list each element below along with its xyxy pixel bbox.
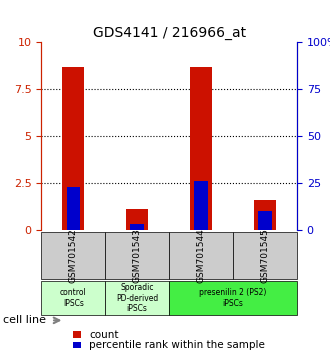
Bar xyxy=(73,331,81,338)
Bar xyxy=(73,342,81,348)
Bar xyxy=(254,200,276,230)
FancyBboxPatch shape xyxy=(41,281,105,315)
FancyBboxPatch shape xyxy=(41,232,105,279)
Bar xyxy=(62,67,84,230)
Bar xyxy=(67,187,80,230)
FancyBboxPatch shape xyxy=(169,232,233,279)
Bar xyxy=(126,209,148,230)
Text: GSM701544: GSM701544 xyxy=(197,228,206,283)
Text: count: count xyxy=(89,330,118,339)
FancyBboxPatch shape xyxy=(105,281,169,315)
Text: GSM701545: GSM701545 xyxy=(260,228,270,283)
FancyBboxPatch shape xyxy=(169,281,297,315)
Text: percentile rank within the sample: percentile rank within the sample xyxy=(89,340,265,350)
Text: GSM701542: GSM701542 xyxy=(69,228,78,283)
Bar xyxy=(130,224,144,230)
FancyBboxPatch shape xyxy=(105,232,169,279)
Text: presenilin 2 (PS2)
iPSCs: presenilin 2 (PS2) iPSCs xyxy=(199,288,267,308)
Text: control
IPSCs: control IPSCs xyxy=(60,288,86,308)
FancyBboxPatch shape xyxy=(233,232,297,279)
Text: GSM701543: GSM701543 xyxy=(133,228,142,283)
Text: cell line: cell line xyxy=(3,315,46,325)
Bar xyxy=(194,181,208,230)
Bar xyxy=(190,67,212,230)
Text: Sporadic
PD-derived
iPSCs: Sporadic PD-derived iPSCs xyxy=(116,283,158,313)
Bar xyxy=(258,211,272,230)
Title: GDS4141 / 216966_at: GDS4141 / 216966_at xyxy=(92,26,246,40)
